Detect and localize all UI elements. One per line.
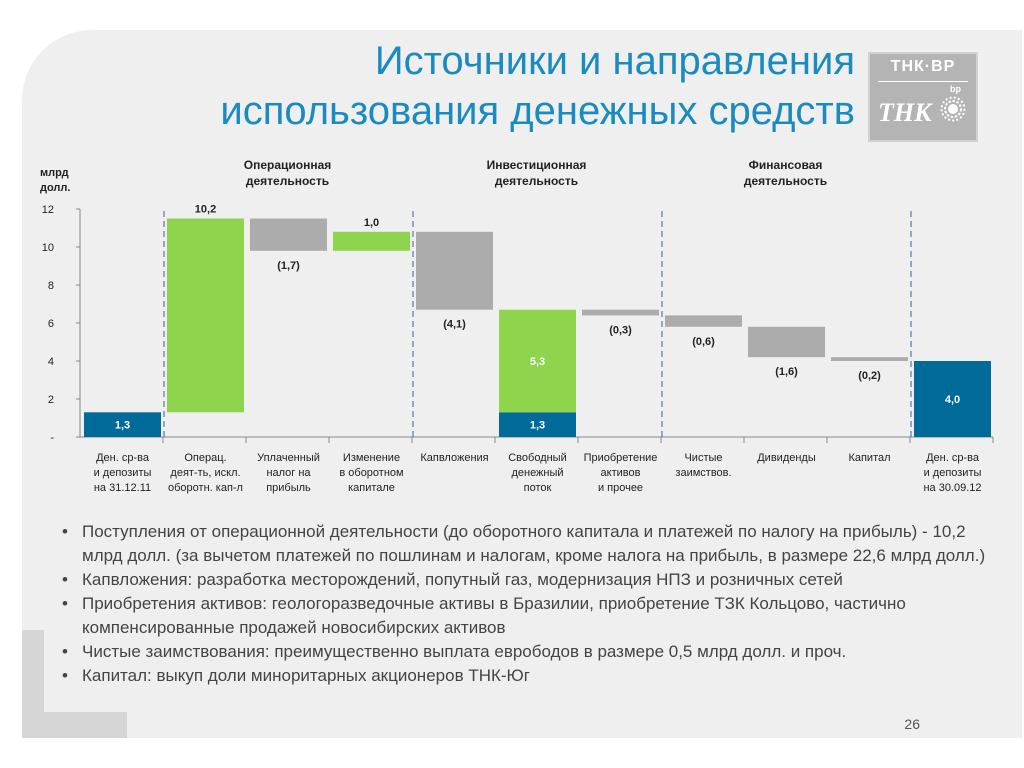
note-item: Приобретения активов: геологоразведочные… bbox=[62, 592, 1002, 640]
bar bbox=[748, 326, 825, 358]
group-title: Финансовая bbox=[749, 158, 823, 172]
bar bbox=[914, 361, 991, 437]
bar bbox=[250, 218, 327, 251]
bar bbox=[416, 231, 493, 310]
bar bbox=[665, 315, 742, 327]
note-item: Капитал: выкуп доли миноритарных акционе… bbox=[62, 664, 1002, 688]
x-category-label: Ден. ср-ва bbox=[96, 452, 150, 464]
group-title: Операционная bbox=[244, 158, 332, 172]
x-category-label: Операц. bbox=[184, 452, 226, 464]
y-tick-label: 10 bbox=[42, 242, 54, 254]
bar bbox=[167, 218, 244, 413]
helios-icon bbox=[940, 96, 966, 122]
x-category-label: Приобретение bbox=[584, 452, 658, 464]
y-tick-label: 4 bbox=[48, 356, 54, 368]
slide-title: Источники и направления использования де… bbox=[120, 36, 855, 136]
slide-title-line-1: Источники и направления bbox=[374, 39, 855, 83]
x-category-label: оборотн. кап-л bbox=[168, 482, 243, 494]
company-logo: ТНК·BP ТНК bp bbox=[868, 52, 978, 142]
x-category-label: налог на bbox=[266, 467, 311, 479]
x-category-label: прибыль bbox=[266, 482, 311, 494]
bar-segment bbox=[499, 309, 576, 413]
bar-value-label: 5,3 bbox=[530, 356, 545, 368]
group-title: Инвестиционная bbox=[487, 158, 587, 172]
logo-divider bbox=[878, 81, 968, 82]
bar-value-label: 4,0 bbox=[945, 394, 960, 406]
x-category-label: денежный bbox=[511, 467, 563, 479]
bar bbox=[582, 309, 659, 316]
bar bbox=[831, 357, 908, 361]
y-tick-label: 6 bbox=[48, 318, 54, 330]
x-category-label: Капитал bbox=[848, 452, 890, 464]
x-category-label: Дивиденды bbox=[757, 452, 816, 464]
x-category-label: заимствов. bbox=[675, 467, 731, 479]
bar-value-label: (0,2) bbox=[858, 370, 881, 382]
bar-value-label: 1,3 bbox=[115, 420, 130, 432]
note-item: Поступления от операционной деятельности… bbox=[62, 520, 1002, 568]
bar bbox=[84, 412, 161, 437]
note-item: Капвложения: разработка месторождений, п… bbox=[62, 568, 1002, 592]
x-category-label: и депозиты bbox=[94, 467, 152, 479]
x-category-label: и депозиты bbox=[924, 467, 982, 479]
logo-mark-text: ТНК bbox=[878, 98, 932, 127]
x-category-label: Капвложения bbox=[420, 452, 488, 464]
group-title: деятельность bbox=[246, 174, 329, 188]
bar-segment bbox=[499, 412, 576, 437]
note-item: Чистые заимствования: преимущественно вы… bbox=[62, 640, 1002, 664]
x-category-label: капитале bbox=[348, 482, 395, 494]
x-category-label: на 30.09.12 bbox=[923, 482, 981, 494]
x-category-label: в оборотном bbox=[339, 467, 403, 479]
bar-value-label: (1,7) bbox=[277, 260, 300, 272]
corner-decoration bbox=[22, 630, 44, 738]
x-category-label: Изменение bbox=[343, 452, 400, 464]
logo-bp-text: bp bbox=[950, 84, 961, 94]
group-title: деятельность bbox=[744, 174, 827, 188]
corner-decoration-base bbox=[22, 712, 127, 738]
y-axis-unit-label: млрд bbox=[40, 167, 69, 179]
x-category-label: и прочее bbox=[598, 482, 643, 494]
x-category-label: поток bbox=[524, 482, 552, 494]
y-tick-label: 8 bbox=[48, 280, 54, 292]
x-category-label: Уплаченный bbox=[257, 452, 320, 464]
notes-list: Поступления от операционной деятельности… bbox=[62, 520, 1002, 688]
bar-value-label: (0,3) bbox=[609, 324, 632, 336]
y-tick-label: 2 bbox=[48, 394, 54, 406]
x-category-label: Ден. ср-ва bbox=[926, 452, 980, 464]
page-number: 26 bbox=[904, 716, 920, 732]
bar bbox=[333, 231, 410, 251]
cash-flow-waterfall-chart: млрд долл. - 2 4 6 8 10 12 Операционная деятельнос… bbox=[40, 158, 994, 494]
y-tick-label: 12 bbox=[42, 204, 54, 216]
bar-value-label: 1,3 bbox=[530, 420, 545, 432]
y-axis-unit-label: долл. bbox=[40, 182, 70, 194]
bar-value-label: (1,6) bbox=[775, 366, 798, 378]
slide-title-line-2: использования денежных средств bbox=[220, 89, 855, 133]
group-title: деятельность bbox=[495, 174, 578, 188]
bar-value-label: 1,0 bbox=[364, 217, 379, 229]
bar-value-label: (4,1) bbox=[443, 319, 466, 331]
x-category-label: деят-ть, искл. bbox=[170, 467, 240, 479]
bar-value-label: (0,6) bbox=[692, 336, 715, 348]
x-category-label: на 31.12.11 bbox=[94, 482, 151, 494]
x-category-label: Свободный bbox=[508, 452, 567, 464]
logo-top-text: ТНК·BP bbox=[890, 58, 956, 75]
bar-value-label: 10,2 bbox=[195, 204, 216, 216]
y-tick-label: - bbox=[50, 432, 54, 444]
x-category-label: Чистые bbox=[684, 452, 722, 464]
x-category-label: активов bbox=[601, 467, 641, 479]
